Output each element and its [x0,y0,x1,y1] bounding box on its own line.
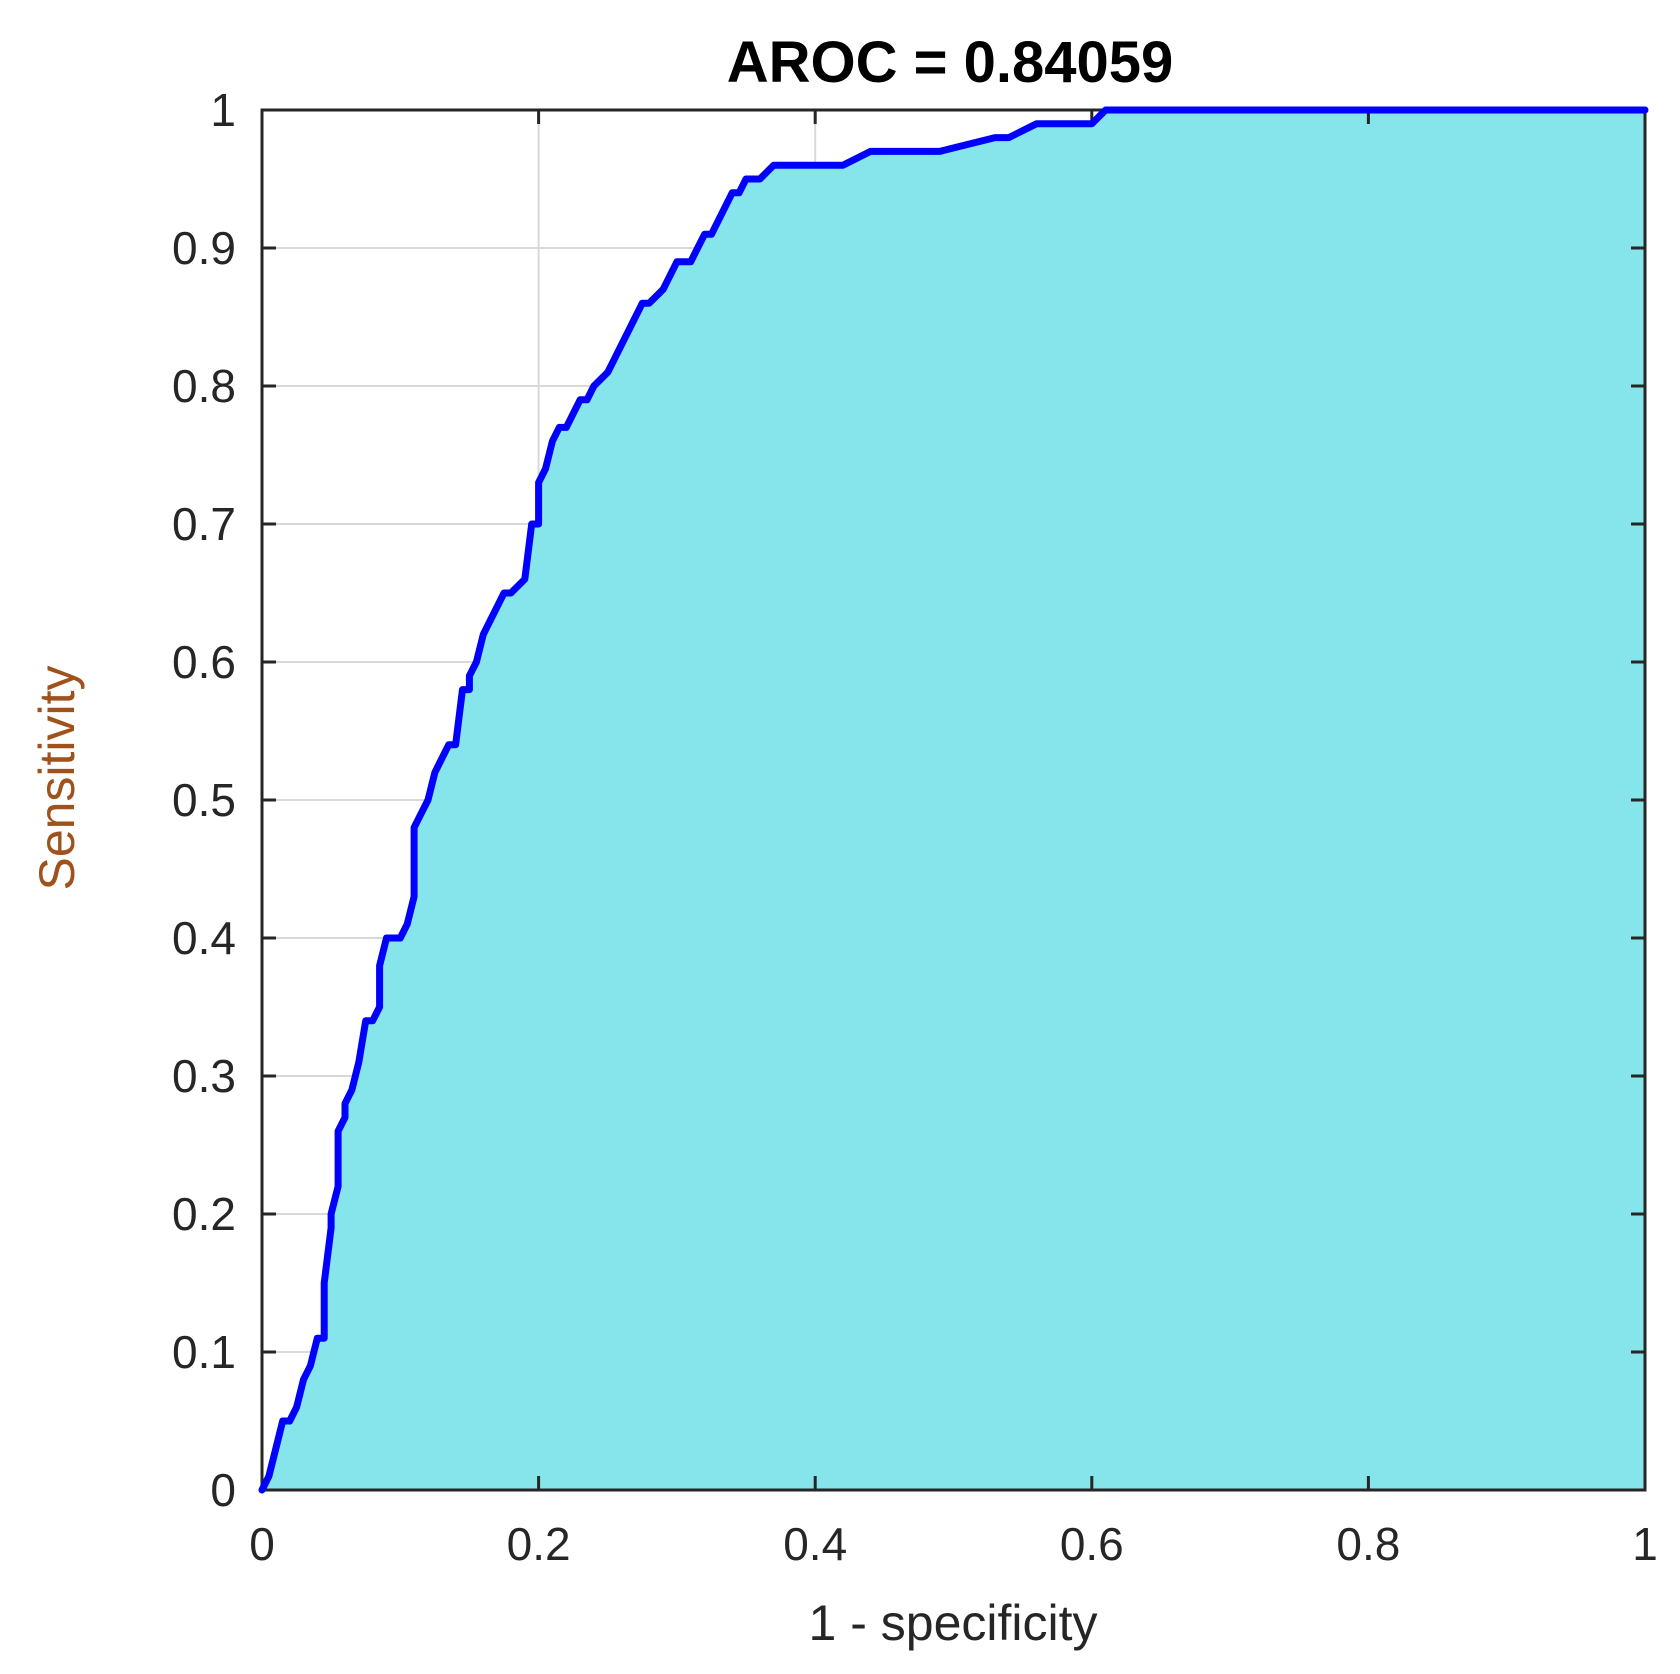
roc-area-fill [262,110,1645,1490]
y-tick-label-2: 0.2 [172,1188,236,1240]
y-axis-label: Sensitivity [29,665,85,890]
chart-title: AROC = 0.84059 [727,30,1174,95]
y-tick-label-5: 0.5 [172,774,236,826]
y-tick-label-1: 0.1 [172,1326,236,1378]
y-tick-label-0: 0 [210,1464,236,1516]
y-tick-label-3: 0.3 [172,1050,236,1102]
x-tick-label-3: 0.6 [1060,1518,1124,1570]
x-tick-labels: 0 0.2 0.4 0.6 0.8 1 [249,1518,1658,1570]
y-tick-label-9: 0.9 [172,222,236,274]
y-tick-label-6: 0.6 [172,636,236,688]
x-tick-label-4: 0.8 [1336,1518,1400,1570]
y-tick-label-7: 0.7 [172,498,236,550]
x-tick-label-2: 0.4 [783,1518,847,1570]
axes-box [260,108,1647,1492]
y-tick-label-10: 1 [210,84,236,136]
y-tick-label-8: 0.8 [172,360,236,412]
y-tick-labels: 0 0.1 0.2 0.3 0.4 0.5 0.6 0.7 0.8 0.9 1 [172,84,236,1516]
roc-curve-line [258,106,1649,1494]
x-tick-label-5: 1 [1632,1518,1658,1570]
y-tick-label-4: 0.4 [172,912,236,964]
x-axis-label: 1 - specificity [809,1595,1098,1651]
x-tick-label-1: 0.2 [507,1518,571,1570]
x-tick-label-0: 0 [249,1518,275,1570]
